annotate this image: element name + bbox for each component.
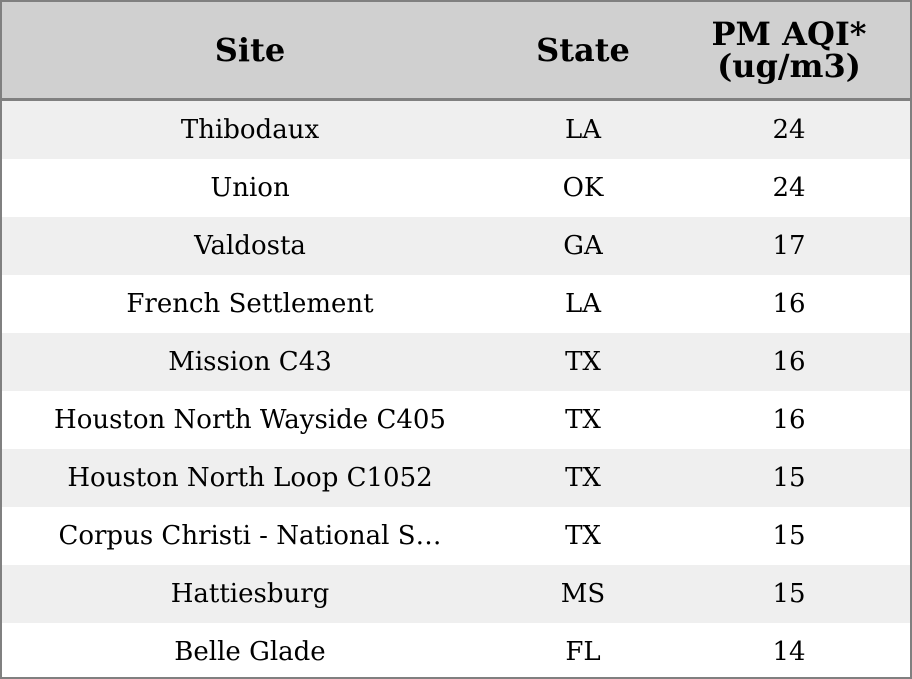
table-row: Thibodaux LA 24 bbox=[2, 101, 910, 159]
cell-pm-aqi: 15 bbox=[772, 521, 806, 551]
cell-state: LA bbox=[564, 115, 602, 145]
cell-site: Thibodaux bbox=[180, 115, 320, 145]
cell-pm-aqi: 15 bbox=[772, 463, 806, 493]
cell-state: FL bbox=[565, 637, 601, 667]
table-row: Houston North Wayside C405 TX 16 bbox=[2, 391, 910, 449]
table-row: French Settlement LA 16 bbox=[2, 275, 910, 333]
cell-site: Mission C43 bbox=[168, 347, 332, 377]
header-state: State bbox=[536, 31, 630, 69]
cell-pm-aqi: 14 bbox=[772, 637, 806, 667]
cell-site: Valdosta bbox=[194, 231, 306, 261]
table-row: Union OK 24 bbox=[2, 159, 910, 217]
cell-pm-aqi: 24 bbox=[772, 115, 806, 145]
table-row: Corpus Christi - National S… TX 15 bbox=[2, 507, 910, 565]
cell-state: MS bbox=[560, 579, 606, 609]
cell-state: TX bbox=[565, 347, 601, 377]
cell-site: Hattiesburg bbox=[170, 579, 330, 609]
cell-site: Corpus Christi - National S… bbox=[58, 521, 442, 551]
table-row: Mission C43 TX 16 bbox=[2, 333, 910, 391]
cell-state: LA bbox=[564, 289, 602, 319]
cell-state: TX bbox=[565, 405, 601, 435]
header-site: Site bbox=[214, 31, 286, 69]
cell-pm-aqi: 16 bbox=[772, 347, 806, 377]
table-row: Belle Glade FL 14 bbox=[2, 623, 910, 677]
table-header: Site State PM AQI* (ug/m3) bbox=[2, 2, 910, 101]
cell-state: TX bbox=[565, 463, 601, 493]
table-body: Thibodaux LA 24 Union OK 24 Valdosta GA … bbox=[2, 101, 910, 677]
cell-pm-aqi: 15 bbox=[772, 579, 806, 609]
table-row: Valdosta GA 17 bbox=[2, 217, 910, 275]
cell-pm-aqi: 16 bbox=[772, 289, 806, 319]
cell-pm-aqi: 17 bbox=[772, 231, 806, 261]
table-row: Hattiesburg MS 15 bbox=[2, 565, 910, 623]
cell-site: French Settlement bbox=[126, 289, 374, 319]
cell-site: Belle Glade bbox=[174, 637, 326, 667]
cell-pm-aqi: 24 bbox=[772, 173, 806, 203]
header-pm-aqi: PM AQI* (ug/m3) bbox=[711, 15, 867, 85]
cell-pm-aqi: 16 bbox=[772, 405, 806, 435]
cell-site: Houston North Loop C1052 bbox=[67, 463, 433, 493]
table-row: Houston North Loop C1052 TX 15 bbox=[2, 449, 910, 507]
cell-site: Union bbox=[210, 173, 290, 203]
cell-site: Houston North Wayside C405 bbox=[54, 405, 446, 435]
cell-state: GA bbox=[563, 231, 603, 261]
cell-state: OK bbox=[562, 173, 604, 203]
cell-state: TX bbox=[565, 521, 601, 551]
